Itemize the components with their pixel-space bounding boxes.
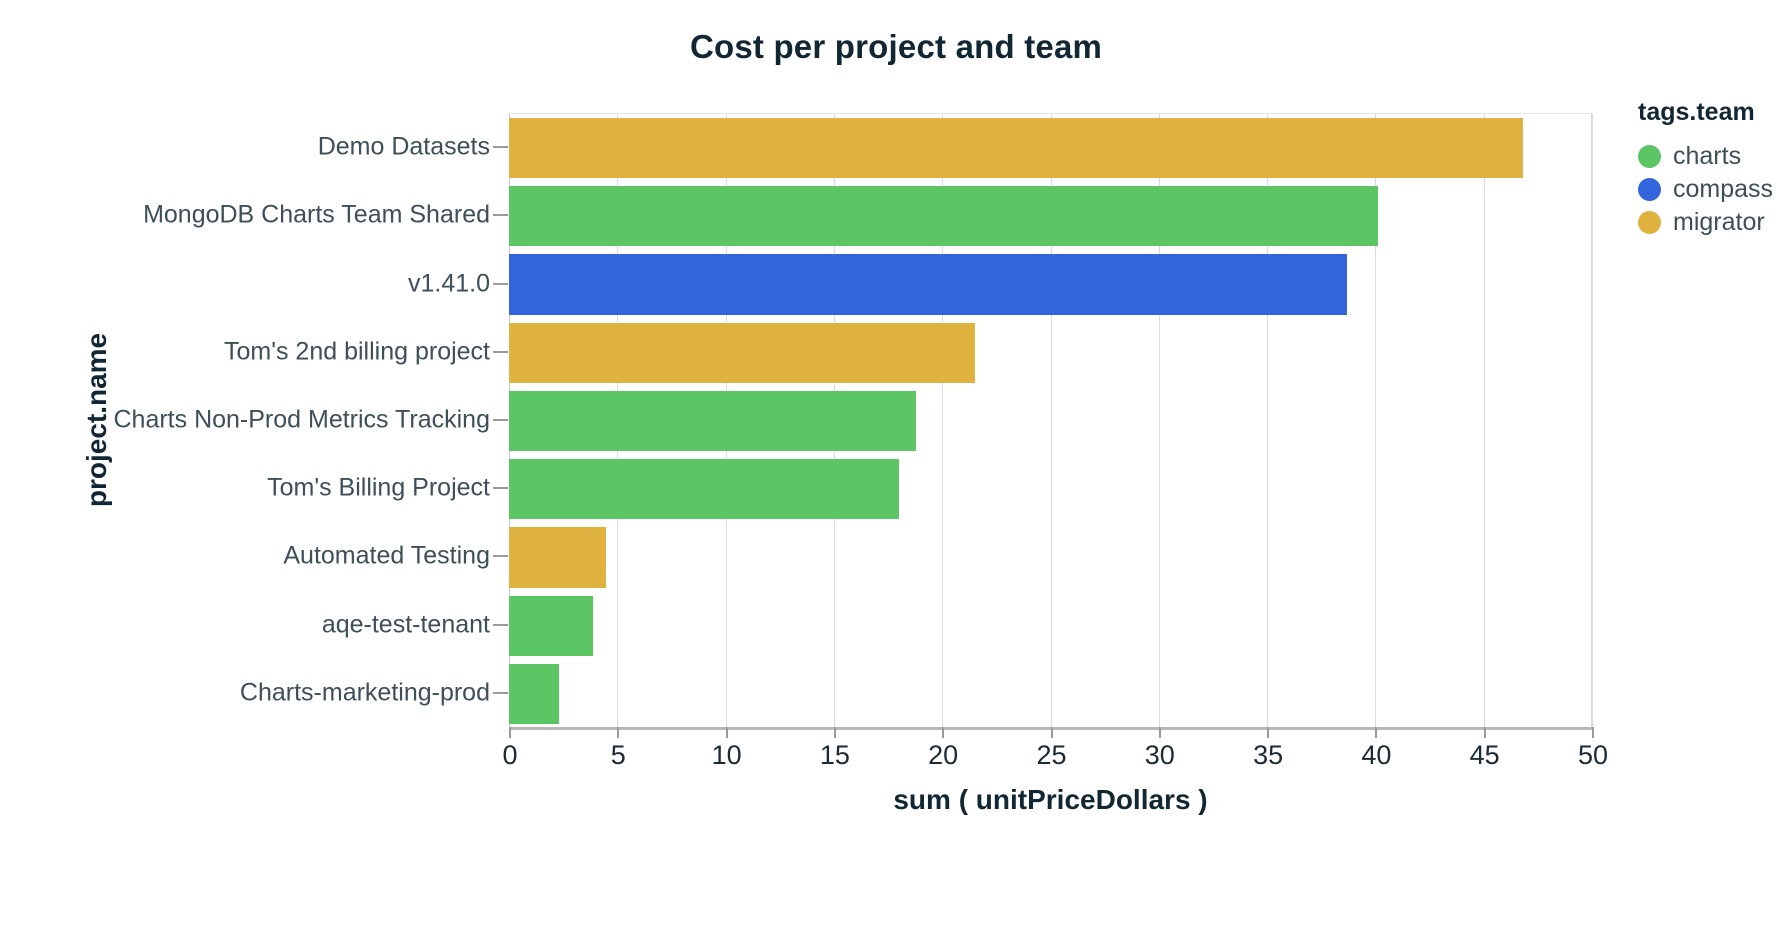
x-tick-mark bbox=[1592, 727, 1594, 738]
bar-row[interactable] bbox=[509, 527, 1591, 588]
y-tick-label: Automated Testing bbox=[283, 541, 490, 570]
legend-title: tags.team bbox=[1638, 98, 1755, 126]
bar-migrator[interactable] bbox=[509, 527, 607, 588]
y-tick-label: aqe-test-tenant bbox=[321, 610, 490, 639]
x-tick-mark bbox=[1483, 727, 1486, 738]
x-tick-mark bbox=[509, 727, 511, 738]
y-tick-label: Charts Non-Prod Metrics Tracking bbox=[113, 405, 490, 434]
y-tick-mark bbox=[493, 350, 508, 353]
legend-item-label: compass bbox=[1673, 174, 1774, 203]
legend-item-charts[interactable]: charts bbox=[1638, 141, 1788, 171]
x-tick-mark bbox=[833, 727, 836, 738]
y-tick-label: Tom's 2nd billing project bbox=[223, 337, 490, 366]
y-tick-mark bbox=[493, 487, 508, 490]
legend-swatch-icon bbox=[1638, 144, 1661, 168]
chart-title: Cost per project and team bbox=[689, 28, 1103, 65]
x-tick-label: 5 bbox=[610, 740, 626, 770]
bar-row[interactable] bbox=[509, 595, 1591, 656]
x-tick-label: 10 bbox=[711, 740, 742, 770]
x-tick-mark bbox=[942, 727, 945, 738]
legend: tags.team charts compass migrator bbox=[1638, 98, 1788, 240]
x-tick-mark bbox=[617, 727, 620, 738]
x-tick-label: 40 bbox=[1361, 740, 1392, 770]
y-tick-mark bbox=[493, 214, 508, 217]
x-tick-mark bbox=[1050, 727, 1053, 738]
y-tick-label: MongoDB Charts Team Shared bbox=[143, 200, 490, 229]
x-tick-mark bbox=[1375, 727, 1378, 738]
bar-row[interactable] bbox=[509, 254, 1591, 315]
x-tick-mark bbox=[725, 727, 728, 738]
y-tick-mark bbox=[493, 623, 508, 626]
y-tick-mark bbox=[493, 419, 508, 421]
bar-row[interactable] bbox=[509, 459, 1591, 520]
y-tick-label: Demo Datasets bbox=[317, 132, 490, 161]
bar-charts[interactable] bbox=[509, 390, 917, 452]
bar-row[interactable] bbox=[509, 186, 1591, 247]
x-tick-label: 30 bbox=[1144, 740, 1175, 770]
bar-row[interactable] bbox=[509, 322, 1591, 383]
bar-migrator[interactable] bbox=[509, 118, 1523, 179]
y-tick-mark bbox=[493, 555, 508, 558]
legend-items: charts compass migrator bbox=[1638, 141, 1788, 237]
bar-charts[interactable] bbox=[509, 186, 1378, 247]
bar-compass[interactable] bbox=[509, 254, 1348, 315]
x-tick-label: 20 bbox=[928, 740, 959, 770]
y-tick-label: v1.41.0 bbox=[407, 269, 490, 298]
y-tick-label: Charts-marketing-prod bbox=[239, 678, 490, 707]
bar-charts[interactable] bbox=[509, 459, 899, 520]
y-tick-mark bbox=[493, 282, 508, 285]
bar-migrator[interactable] bbox=[509, 322, 975, 383]
x-tick-label: 45 bbox=[1469, 740, 1500, 770]
x-tick-mark bbox=[1158, 727, 1161, 738]
y-axis-title: project.name bbox=[81, 332, 113, 508]
legend-item-migrator[interactable]: migrator bbox=[1638, 207, 1788, 237]
y-tick-label: Tom's Billing Project bbox=[267, 473, 490, 502]
x-tick-label: 15 bbox=[819, 740, 850, 770]
x-axis-title: sum ( unitPriceDollars ) bbox=[893, 784, 1208, 815]
bar-row[interactable] bbox=[509, 118, 1591, 179]
legend-item-label: charts bbox=[1673, 141, 1742, 170]
x-tick-label: 35 bbox=[1253, 740, 1284, 770]
bar-series-group bbox=[509, 114, 1591, 727]
y-tick-mark bbox=[493, 691, 508, 694]
plot-area bbox=[509, 113, 1593, 727]
x-tick-label: 50 bbox=[1577, 740, 1609, 770]
legend-swatch-icon bbox=[1638, 210, 1661, 234]
gridline bbox=[1592, 114, 1593, 727]
legend-item-compass[interactable]: compass bbox=[1638, 174, 1788, 204]
bar-row[interactable] bbox=[509, 663, 1591, 724]
x-tick-label: 25 bbox=[1036, 740, 1067, 770]
legend-swatch-icon bbox=[1638, 177, 1661, 201]
x-tick-label: 0 bbox=[502, 740, 518, 770]
bar-charts[interactable] bbox=[509, 595, 594, 656]
bar-row[interactable] bbox=[509, 390, 1591, 452]
legend-item-label: migrator bbox=[1673, 207, 1765, 236]
y-tick-mark bbox=[493, 146, 508, 149]
x-tick-mark bbox=[1267, 727, 1270, 738]
bar-charts[interactable] bbox=[509, 663, 559, 724]
